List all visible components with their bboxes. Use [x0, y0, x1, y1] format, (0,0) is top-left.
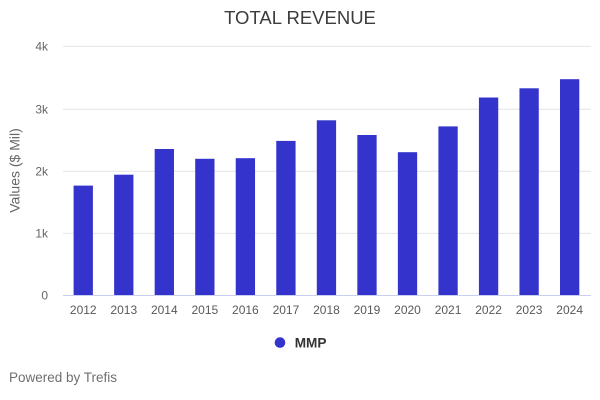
svg-text:2016: 2016 — [232, 303, 259, 317]
svg-text:4k: 4k — [35, 40, 49, 54]
svg-text:2015: 2015 — [191, 303, 218, 317]
svg-text:MMP: MMP — [295, 335, 327, 350]
svg-text:2020: 2020 — [394, 303, 421, 317]
svg-text:2023: 2023 — [516, 303, 543, 317]
svg-text:2012: 2012 — [70, 303, 97, 317]
svg-text:3k: 3k — [35, 102, 49, 116]
svg-text:0: 0 — [41, 288, 48, 302]
svg-text:2017: 2017 — [273, 303, 300, 317]
svg-text:Values ($ Mil): Values ($ Mil) — [7, 128, 23, 213]
svg-text:2024: 2024 — [556, 303, 583, 317]
svg-text:2013: 2013 — [110, 303, 137, 317]
svg-text:2018: 2018 — [313, 303, 340, 317]
svg-text:TOTAL REVENUE: TOTAL REVENUE — [224, 7, 376, 28]
svg-text:2022: 2022 — [475, 303, 502, 317]
svg-text:2021: 2021 — [435, 303, 462, 317]
svg-text:1k: 1k — [35, 227, 49, 241]
svg-text:2k: 2k — [35, 164, 49, 178]
svg-text:Powered by Trefis: Powered by Trefis — [9, 370, 117, 385]
svg-text:2014: 2014 — [151, 303, 178, 317]
svg-text:2019: 2019 — [354, 303, 381, 317]
